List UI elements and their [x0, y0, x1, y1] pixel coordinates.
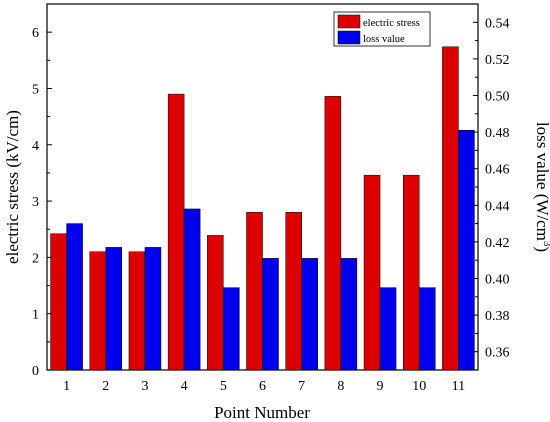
bar-loss-value-9	[379, 287, 397, 371]
legend-label-loss-value: loss value	[363, 34, 405, 45]
left-tick-label: 5	[32, 82, 39, 97]
left-axis-label: electric stress (kV/cm)	[3, 110, 22, 264]
left-tick-label: 3	[32, 195, 39, 210]
legend-swatch-electric-stress	[337, 14, 361, 29]
bar-loss-value-10	[418, 287, 436, 371]
x-tick-label: 11	[452, 379, 465, 394]
bar-electric-stress-3	[128, 251, 146, 371]
right-tick-label: 0.46	[485, 163, 510, 178]
bar-electric-stress-6	[246, 212, 263, 371]
left-tick-label: 2	[32, 251, 39, 266]
right-axis-label-main: loss value (W/cm	[533, 122, 550, 241]
right-axis-label-exponent: 3	[541, 241, 550, 247]
right-axis-label: loss value (W/cm3)	[533, 122, 550, 252]
bars-layer	[50, 46, 475, 371]
bar-electric-stress-4	[167, 93, 185, 371]
x-tick-label: 9	[377, 379, 384, 394]
right-tick-label: 0.40	[485, 273, 510, 288]
bar-electric-stress-8	[324, 96, 342, 371]
right-axis: 0.36 0.38 0.40 0.42 0.44 0.46 0.48 0.50 0.52 0.54	[473, 16, 510, 361]
right-tick-label: 0.50	[485, 90, 510, 105]
bar-loss-value-1	[66, 223, 83, 371]
right-tick-label: 0.54	[485, 16, 510, 31]
bar-electric-stress-11	[442, 46, 459, 371]
legend: electric stress loss value	[333, 11, 431, 47]
left-tick-label: 6	[32, 26, 39, 41]
bar-electric-stress-2	[89, 251, 107, 371]
bar-loss-value-7	[301, 258, 318, 371]
bar-loss-value-2	[105, 247, 123, 371]
x-tick-label: 5	[220, 379, 227, 394]
x-tick-label: 2	[102, 379, 109, 394]
x-tick-label: 1	[63, 379, 70, 394]
bar-loss-value-8	[340, 258, 358, 371]
right-tick-label: 0.52	[485, 53, 510, 68]
bar-electric-stress-10	[402, 174, 420, 371]
right-tick-label: 0.36	[485, 346, 510, 361]
x-tick-label: 6	[259, 379, 266, 394]
x-tick-label: 7	[298, 379, 305, 394]
right-axis-label-close: )	[533, 246, 550, 252]
legend-label-electric-stress: electric stress	[363, 18, 420, 29]
left-axis: 0 1 2 3 4 5 6	[32, 26, 52, 379]
left-tick-label: 0	[32, 364, 39, 379]
x-tick-label: 4	[181, 379, 188, 394]
right-tick-label: 0.48	[485, 126, 510, 141]
x-tick-label: 10	[412, 379, 426, 394]
bar-loss-value-11	[458, 130, 475, 371]
bar-loss-value-6	[262, 258, 279, 371]
bar-electric-stress-7	[285, 212, 302, 371]
bar-loss-value-3	[144, 247, 162, 371]
x-axis: 1 2 3 4 5 6 7 8 9 10 11	[63, 365, 465, 394]
x-axis-label: Point Number	[214, 403, 310, 422]
right-tick-label: 0.44	[485, 199, 510, 214]
bar-loss-value-4	[183, 208, 201, 371]
x-tick-label: 8	[337, 379, 344, 394]
left-tick-label: 1	[32, 308, 39, 323]
right-tick-label: 0.38	[485, 309, 510, 324]
bar-electric-stress-9	[363, 174, 381, 371]
bar-loss-value-5	[223, 287, 240, 371]
right-tick-label: 0.42	[485, 236, 510, 251]
bar-electric-stress-5	[207, 235, 224, 371]
bar-electric-stress-1	[50, 233, 67, 371]
left-tick-label: 4	[32, 139, 39, 154]
legend-swatch-loss-value	[337, 30, 361, 45]
x-tick-label: 3	[141, 379, 148, 394]
